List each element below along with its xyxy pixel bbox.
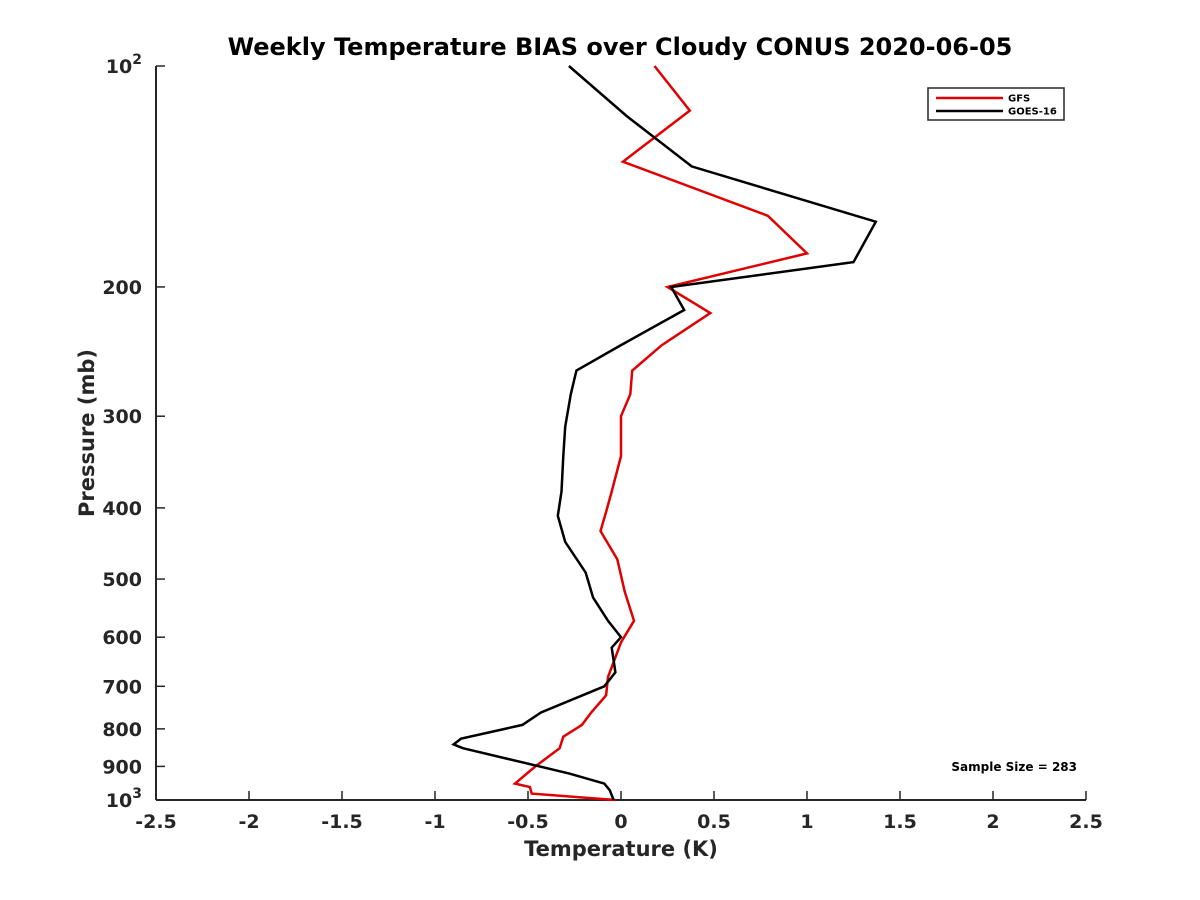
y-axis-label: Pressure (mb): [75, 349, 99, 517]
x-axis-label: Temperature (K): [524, 837, 718, 861]
y-tick-label: 200: [102, 277, 142, 299]
x-tick-label: -1: [424, 811, 445, 833]
x-tick-label: 1.5: [883, 811, 917, 833]
y-tick-label: 800: [102, 719, 142, 741]
series-layer: [451, 65, 878, 802]
legend-label-gfs: GFS: [1008, 94, 1030, 105]
x-tick-label: -0.5: [507, 811, 549, 833]
x-tick-label: -1.5: [321, 811, 363, 833]
x-tick-label: 1: [800, 811, 813, 833]
series-line-gfs: [512, 65, 810, 802]
y-tick-label: 700: [102, 676, 142, 698]
legend: GFS GOES-16: [927, 87, 1065, 121]
y-tick-label: 400: [102, 498, 142, 520]
y-tick-label: 102: [106, 52, 142, 78]
series-line-goes-16: [451, 65, 878, 801]
x-tick-label: 2.5: [1069, 811, 1103, 833]
legend-box: [927, 87, 1065, 121]
x-tick-label: -2: [238, 811, 259, 833]
y-tick-label: 600: [102, 627, 142, 649]
x-axis-ticks: -2.5 -2 -1.5 -1 -0.5 0 0.5 1 1.5 2 2.5: [135, 791, 1103, 833]
legend-label-goes-16: GOES-16: [1008, 107, 1057, 118]
x-tick-label: 2: [986, 811, 999, 833]
y-tick-label: 300: [102, 406, 142, 428]
y-tick-label: 103: [106, 786, 142, 812]
y-axis-ticks: 102 200 300 400 500 600 700 800 900 103: [102, 52, 165, 812]
x-tick-label: -2.5: [135, 811, 177, 833]
chart-title: Weekly Temperature BIAS over Cloudy CONU…: [228, 33, 1013, 61]
y-tick-label: 500: [102, 569, 142, 591]
y-tick-label: 900: [102, 756, 142, 778]
x-tick-label: 0: [614, 811, 627, 833]
x-tick-label: 0.5: [697, 811, 731, 833]
sample-size-annotation: Sample Size = 283: [951, 760, 1077, 774]
